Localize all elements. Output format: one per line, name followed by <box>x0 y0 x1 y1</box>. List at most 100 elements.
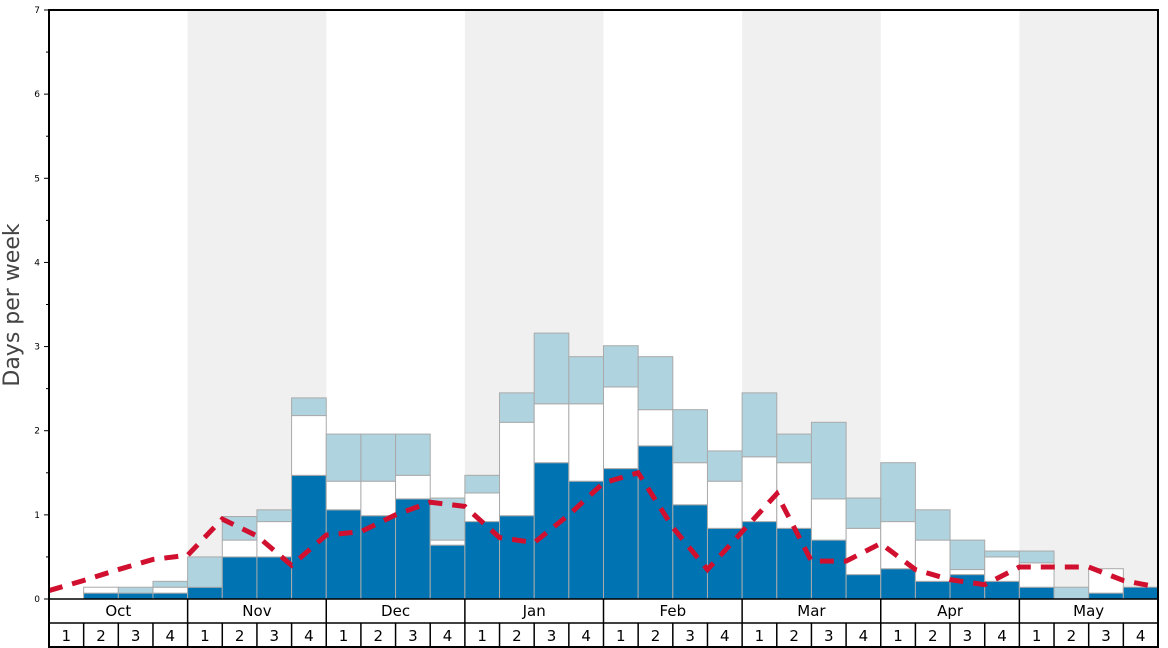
bar-top <box>706 450 743 482</box>
bar-middle <box>845 527 882 576</box>
bar-middle <box>603 386 639 470</box>
week-label: 2 <box>928 627 938 645</box>
bar-middle <box>325 480 362 511</box>
week-label: 1 <box>616 627 626 645</box>
bar-middle <box>533 403 570 464</box>
week-label: 2 <box>789 627 799 645</box>
bar-bottom <box>1088 592 1124 600</box>
y-tick-label: 2 <box>34 427 40 437</box>
bar-middle <box>880 521 916 570</box>
bar-top <box>603 345 639 388</box>
week-label: 4 <box>859 627 869 645</box>
week-label: 4 <box>1136 627 1146 645</box>
bar-bottom <box>429 544 466 600</box>
bar-top <box>117 586 154 594</box>
month-label-mar: Mar <box>797 602 826 620</box>
bar-bottom <box>152 592 189 600</box>
y-tick-label: 4 <box>34 258 40 268</box>
bar-top <box>499 392 535 423</box>
week-label: 3 <box>963 627 973 645</box>
bar-top <box>152 580 189 588</box>
week-label: 3 <box>269 627 279 645</box>
bar-middle <box>949 569 986 576</box>
bar-bottom <box>221 556 258 600</box>
bar-bottom <box>1018 586 1055 600</box>
bar-bottom <box>325 509 362 600</box>
week-label: 2 <box>96 627 106 645</box>
week-label: 3 <box>824 627 834 645</box>
bar-top <box>568 356 604 405</box>
month-shade-may <box>1019 10 1158 599</box>
y-tick-label: 1 <box>34 511 40 521</box>
bar-bottom <box>810 539 847 600</box>
bar-top <box>533 332 570 405</box>
bar-top <box>776 433 812 464</box>
bar-top <box>984 550 1020 558</box>
bar-middle <box>672 462 708 506</box>
bar-top <box>256 509 293 523</box>
bar-middle <box>291 415 327 476</box>
bar-middle <box>776 462 812 529</box>
bar-top <box>464 474 501 494</box>
week-label: 1 <box>62 627 72 645</box>
bar-bottom <box>880 568 916 600</box>
bar-bottom <box>256 556 293 600</box>
week-label: 3 <box>408 627 418 645</box>
y-tick-label: 6 <box>34 90 40 100</box>
bar-middle <box>152 586 189 594</box>
bar-middle <box>464 492 501 523</box>
y-axis-label: Days per week <box>0 223 25 386</box>
month-label-nov: Nov <box>242 602 271 620</box>
bar-top <box>810 421 847 500</box>
bar-middle <box>83 586 119 594</box>
week-label: 4 <box>166 627 176 645</box>
week-label: 2 <box>651 627 661 645</box>
bar-middle <box>637 409 674 447</box>
month-label-apr: Apr <box>937 602 964 620</box>
week-label: 4 <box>443 627 453 645</box>
week-label: 1 <box>755 627 765 645</box>
bar-bottom <box>603 468 639 600</box>
week-label: 4 <box>720 627 730 645</box>
week-label: 2 <box>512 627 522 645</box>
bar-top <box>360 433 397 482</box>
bar-bottom <box>533 462 570 600</box>
bar-bottom <box>395 498 431 600</box>
bar-top <box>880 462 916 523</box>
bar-bottom <box>568 480 604 600</box>
bar-middle <box>568 403 604 482</box>
bar-top <box>395 433 431 476</box>
week-label: 3 <box>1101 627 1111 645</box>
bar-bottom <box>499 515 535 600</box>
month-label-jan: Jan <box>522 602 546 620</box>
bar-middle <box>256 521 293 558</box>
week-label: 3 <box>131 627 141 645</box>
bar-bottom <box>83 592 119 600</box>
week-label: 3 <box>685 627 695 645</box>
week-label: 1 <box>477 627 487 645</box>
y-tick-label: 3 <box>34 343 40 353</box>
bar-top <box>845 497 882 529</box>
bar-middle <box>499 421 535 517</box>
month-label-dec: Dec <box>381 602 410 620</box>
bar-top <box>672 409 708 464</box>
week-label: 1 <box>339 627 349 645</box>
y-tick-label: 5 <box>34 174 40 184</box>
week-label: 1 <box>200 627 210 645</box>
bar-top <box>1018 550 1055 564</box>
week-label: 4 <box>304 627 314 645</box>
bar-middle <box>395 474 431 500</box>
bar-middle <box>810 498 847 541</box>
bar-top <box>949 539 986 571</box>
week-label: 2 <box>1067 627 1077 645</box>
month-label-may: May <box>1073 602 1104 620</box>
week-label: 1 <box>893 627 903 645</box>
bar-top <box>1053 586 1090 600</box>
week-label: 2 <box>373 627 383 645</box>
bar-bottom <box>637 445 674 600</box>
bar-bottom <box>187 586 223 600</box>
bar-middle <box>706 480 743 529</box>
week-label: 3 <box>547 627 557 645</box>
week-label: 4 <box>581 627 591 645</box>
